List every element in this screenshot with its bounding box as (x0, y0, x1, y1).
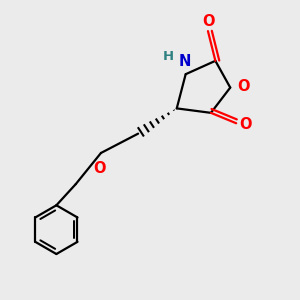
Text: O: O (237, 79, 249, 94)
Text: O: O (239, 117, 252, 132)
Text: O: O (202, 14, 215, 29)
Text: H: H (163, 50, 174, 63)
Text: N: N (178, 54, 191, 69)
Text: O: O (94, 161, 106, 176)
